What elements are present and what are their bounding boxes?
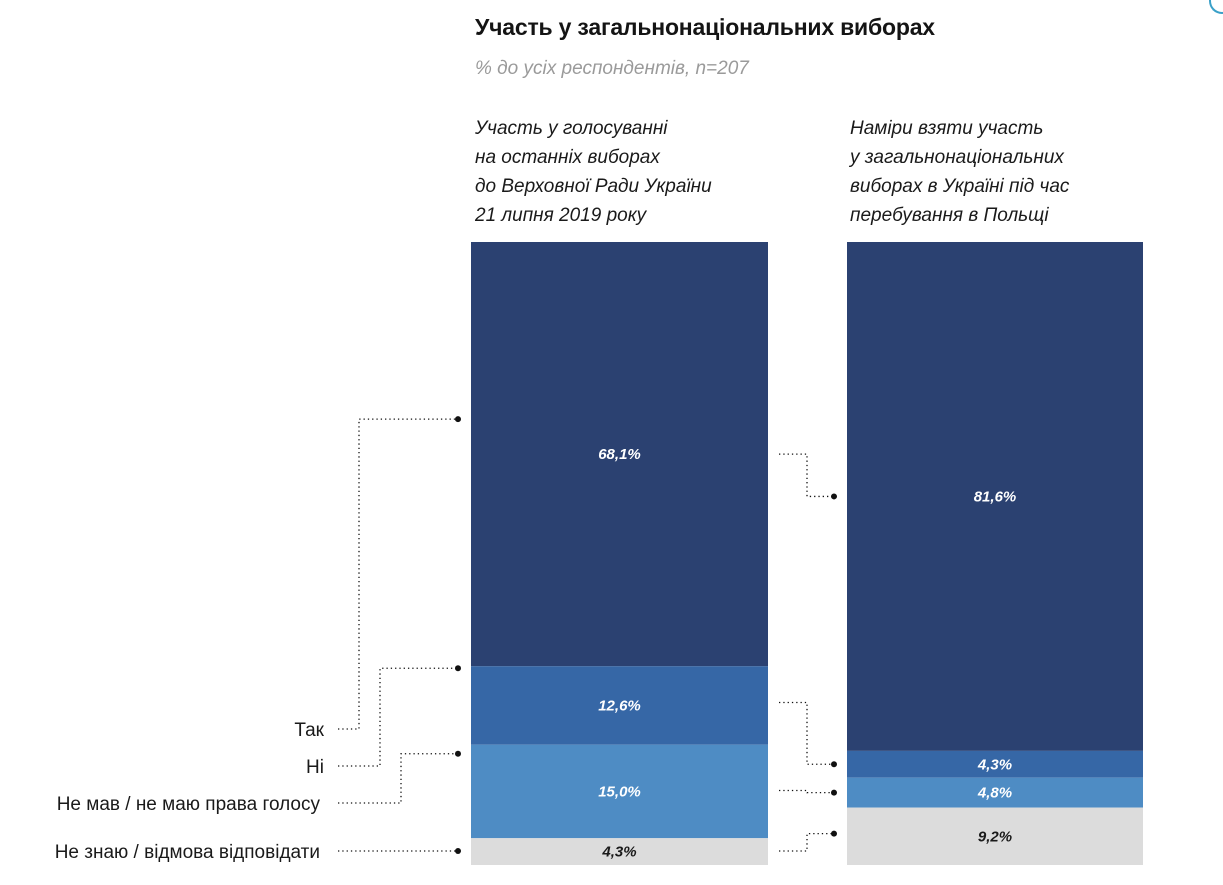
column-header-line: у загальнонаціональних [850,147,1064,168]
leader-line-connector [779,789,834,794]
column-header-2019: Участь у голосуванні на останніх виборах… [475,114,712,230]
column-header-line: Наміри взяти участь [850,118,1044,139]
leader-line-no [338,667,458,767]
column-header-line: до Верховної Ради України [475,176,712,197]
data-label: 4,8% [977,785,1012,802]
bar-segment-2-3 [847,777,1143,808]
bar-segment-1-1 [471,242,768,667]
leader-line-no-right [338,753,458,804]
leader-dot [831,789,837,796]
leader-line-connector [779,453,834,498]
column-header-line: Участь у голосуванні [475,118,668,139]
leader-dot [831,830,837,837]
leader-dot [455,750,461,757]
legend-label: Ні [306,757,324,778]
bar-segment-1-4 [471,838,768,865]
leader-dot [455,416,461,423]
chart-subtitle: % до усіх респондентів, n=207 [475,58,749,79]
corner-decoration-icon [1209,0,1223,14]
data-label: 9,2% [978,828,1012,845]
data-label: 12,6% [598,698,641,715]
bar-segment-1-2 [471,666,768,745]
leader-dot [455,665,461,672]
legend-label: Не мав / не маю права голосу [57,794,321,815]
legend-label: Не знаю / відмова відповідати [55,842,320,863]
leader-line-connector [779,832,834,852]
bar-segment-2-2 [847,750,1143,778]
data-label: 4,3% [601,844,636,861]
bar-segment-2-4 [847,807,1143,865]
data-label: 68,1% [598,446,641,463]
column-header-line: 21 липня 2019 року [475,205,647,226]
data-label: 15,0% [598,783,641,800]
column-header-line: виборах в Україні під час [850,176,1070,197]
leader-line-connector [779,701,834,765]
leader-line-yes [338,418,458,730]
chart-title: Участь у загальнонаціональних виборах [475,14,935,40]
data-label: 4,3% [977,756,1012,773]
data-label: 81,6% [974,488,1017,505]
bar-segment-2-1 [847,242,1143,751]
column-header-line: перебування в Польщі [850,205,1049,226]
bar-segment-1-3 [471,744,768,839]
leader-dot [831,493,837,500]
column-header-line: на останніх виборах [475,147,660,168]
column-header-intent: Наміри взяти участь у загальнонаціональн… [850,114,1069,230]
leader-dot [455,848,461,854]
legend-label: Так [294,720,324,741]
leader-dot [831,761,837,768]
